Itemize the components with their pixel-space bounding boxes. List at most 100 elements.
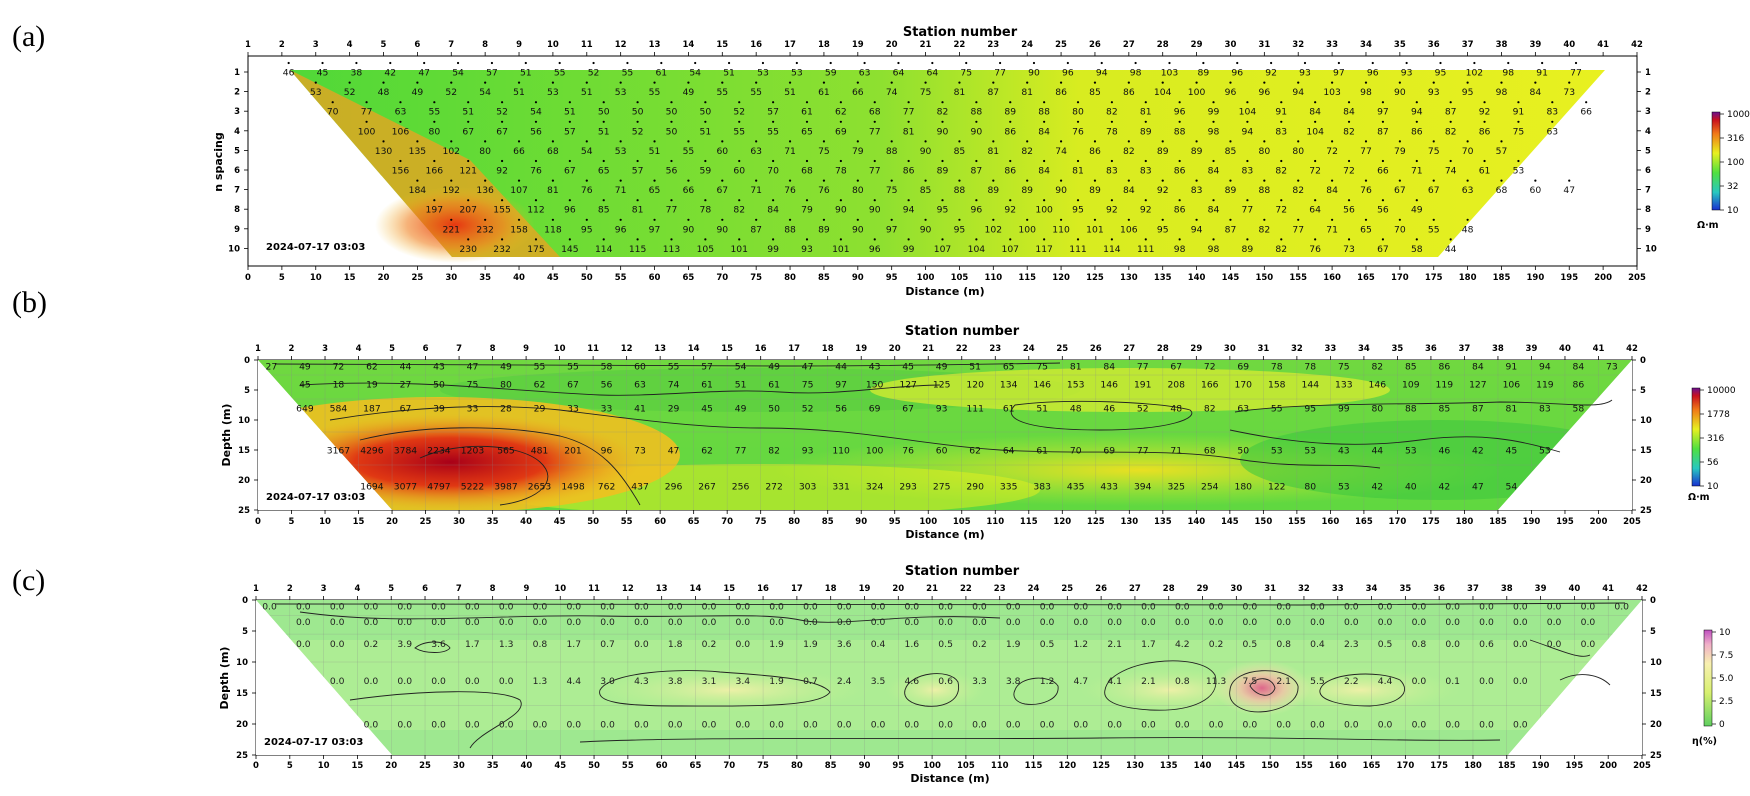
resistivity-value: 81	[547, 185, 559, 196]
resistivity-value: 74	[1445, 166, 1457, 177]
station-number-38: 38	[1501, 584, 1513, 594]
data-point-marker	[1009, 238, 1012, 241]
chargeability-value: 0.0	[938, 602, 953, 613]
resistivity-value: 46	[283, 68, 295, 79]
data-point-marker	[1398, 218, 1401, 221]
chargeability-value: 0.0	[1175, 617, 1190, 628]
data-point-marker	[1449, 120, 1452, 123]
chargeability-value: 11.3	[1206, 676, 1227, 687]
data-point-marker	[1076, 238, 1080, 241]
resistivity-value: 40	[1405, 482, 1417, 493]
resistivity-value: 45	[299, 380, 311, 391]
resistivity-value: 29	[668, 404, 680, 415]
resistivity-value: 33	[601, 404, 613, 415]
resistivity-value: 60	[733, 166, 745, 177]
resistivity-value: 44	[1371, 446, 1383, 457]
resistivity-value: 59	[700, 166, 712, 177]
resistivity-value: 43	[1338, 446, 1350, 457]
resistivity-value: 67	[564, 166, 576, 177]
resistivity-value: 275	[933, 482, 951, 493]
resistivity-value: 71	[750, 185, 762, 196]
chargeability-value: 0.0	[1276, 617, 1291, 628]
y-tick-label-4: 4	[234, 127, 240, 137]
resistivity-value: 42	[1438, 482, 1450, 493]
data-point-marker	[433, 159, 436, 163]
distance-tick-label-5: 5	[289, 517, 295, 527]
station-number-20: 20	[886, 40, 898, 50]
data-point-marker	[619, 140, 622, 143]
station-number-4: 4	[356, 344, 362, 354]
resistivity-value: 60	[936, 446, 948, 457]
resistivity-value: 81	[632, 205, 644, 216]
data-point-marker	[1093, 179, 1097, 182]
chargeability-value: 0.1	[1445, 676, 1460, 687]
data-point-marker	[500, 101, 504, 104]
chargeability-value: 0.0	[1006, 617, 1021, 628]
resistivity-value: 67	[1377, 244, 1389, 255]
distance-tick-label-120: 120	[1053, 517, 1071, 527]
resistivity-value: 66	[1580, 107, 1592, 118]
data-point-marker	[1059, 218, 1063, 221]
distance-tick-label-135: 135	[1160, 761, 1178, 771]
data-point-marker	[727, 61, 731, 65]
chargeability-value: 3.6	[431, 639, 446, 650]
data-point-marker	[998, 61, 1002, 65]
data-point-marker	[1466, 81, 1469, 84]
resistivity-value: 84	[1038, 166, 1050, 177]
distance-tick-label-100: 100	[923, 761, 941, 771]
resistivity-value: 50	[632, 107, 644, 118]
data-point-marker	[1093, 218, 1097, 221]
resistivity-value: 61	[818, 87, 830, 98]
data-point-marker	[636, 159, 639, 163]
data-point-marker	[1297, 140, 1300, 143]
chargeability-value: 2.4	[837, 676, 852, 687]
data-point-marker	[670, 101, 673, 104]
resistivity-value: 102	[1466, 68, 1484, 79]
chargeability-value: 0.0	[1479, 676, 1494, 687]
resistivity-value: 153	[1067, 380, 1085, 391]
distance-tick-label-25: 25	[420, 517, 432, 527]
distance-tick-label-45: 45	[554, 517, 566, 527]
station-number-24: 24	[1028, 584, 1040, 594]
resistivity-value: 84	[1326, 185, 1338, 196]
data-point-marker	[873, 120, 876, 123]
data-point-marker	[1110, 238, 1113, 241]
resistivity-value: 48	[1070, 404, 1082, 415]
chargeability-value: 4.3	[634, 676, 649, 687]
resistivity-value: 27	[400, 380, 412, 391]
data-point-marker	[1314, 101, 1317, 104]
distance-tick-label-105: 105	[951, 273, 969, 283]
station-number-28: 28	[1157, 40, 1169, 50]
resistivity-value: 97	[835, 380, 847, 391]
chargeability-value: 0.0	[871, 602, 886, 613]
data-point-marker	[839, 159, 842, 163]
station-number-17: 17	[791, 584, 803, 594]
data-point-marker	[1043, 159, 1046, 163]
resistivity-value: 86	[1411, 126, 1423, 137]
resistivity-value: 110	[832, 446, 850, 457]
resistivity-value: 90	[920, 146, 932, 157]
y-tick-label-right-5: 5	[1640, 386, 1646, 396]
panel-a-colorbar-unit: Ω·m	[1697, 220, 1719, 231]
data-point-marker	[1195, 218, 1198, 221]
data-point-marker	[839, 101, 842, 104]
data-point-marker	[975, 120, 978, 123]
resistivity-value: 83	[1140, 166, 1152, 177]
data-point-marker	[992, 179, 995, 182]
chargeability-value: 0.0	[1209, 720, 1224, 731]
data-point-marker	[399, 159, 402, 163]
station-number-25: 25	[1056, 344, 1068, 354]
distance-tick-label-190: 190	[1526, 273, 1544, 283]
data-point-marker	[721, 81, 724, 84]
resistivity-value: 98	[1496, 87, 1508, 98]
chargeability-value: 0.0	[1378, 720, 1393, 731]
y-tick-label-right-25: 25	[1650, 751, 1662, 761]
station-number-5: 5	[389, 344, 395, 354]
resistivity-value: 89	[1225, 185, 1237, 196]
station-number-12: 12	[622, 584, 634, 594]
chargeability-value: 0.0	[465, 602, 480, 613]
resistivity-value: 110	[1052, 224, 1070, 235]
chargeability-value: 1.2	[1074, 639, 1089, 650]
resistivity-value: 72	[1275, 205, 1287, 216]
distance-tick-label-200: 200	[1590, 517, 1608, 527]
